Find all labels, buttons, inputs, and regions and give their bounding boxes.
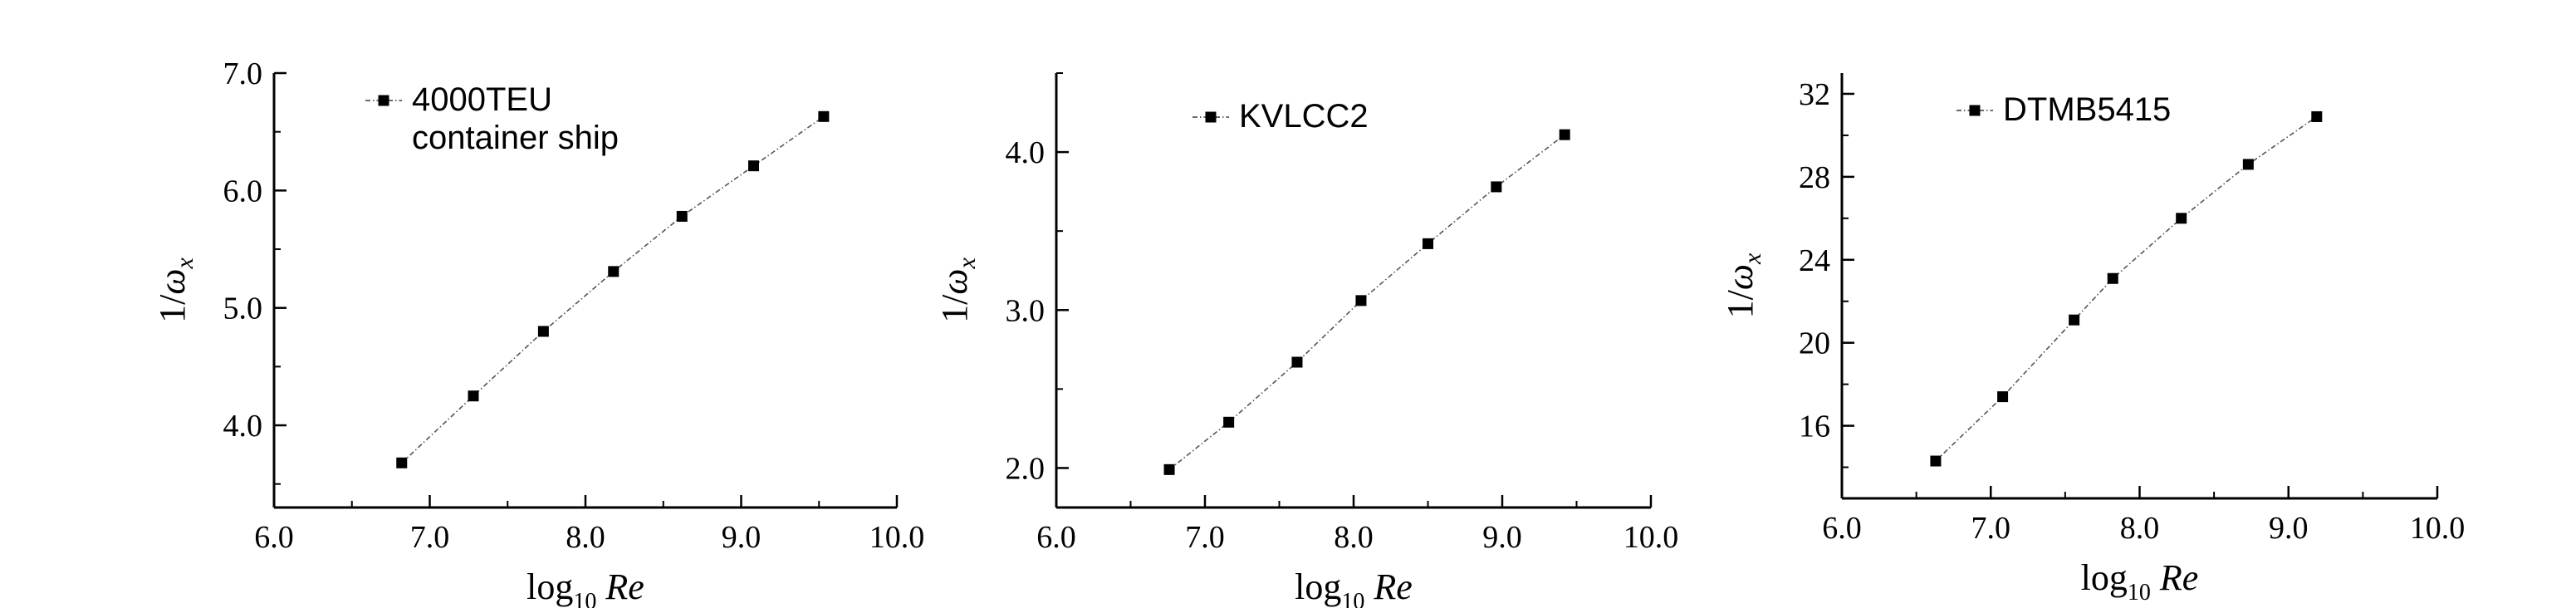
chart-panel-3: 6.0 7.0 8.0 9.0 10.0 16 20 24 28 32 DTMB5415 1/ωx lo… xyxy=(1720,73,2465,606)
x-axis-title-variable: Re xyxy=(1364,566,1412,607)
chart-panel-2: 6.0 7.0 8.0 9.0 10.0 2.0 3.0 4.0 KVLCC2 1/ωx log10… xyxy=(934,72,1679,608)
legend-marker xyxy=(1205,111,1217,123)
data-point-marker xyxy=(537,326,549,337)
data-point-marker xyxy=(1491,181,1502,193)
y-tick-label: 5.0 xyxy=(223,292,263,326)
y-tick-label: 4.0 xyxy=(223,409,263,444)
y-tick-label: 28 xyxy=(1799,160,1830,195)
data-point-marker xyxy=(2311,110,2323,122)
legend-label: 4000TEU xyxy=(412,81,552,118)
data-point-marker xyxy=(2107,272,2118,284)
series-line xyxy=(401,115,825,463)
y-tick-label: 24 xyxy=(1799,243,1830,278)
data-point-marker xyxy=(468,390,479,402)
data-point-marker xyxy=(396,457,408,468)
y-axis-title-subscript: x xyxy=(1739,253,1766,265)
data-point-marker xyxy=(818,110,830,122)
x-tick-label: 8.0 xyxy=(2120,511,2160,546)
y-tick-label: 16 xyxy=(1799,409,1830,444)
y-axis-title-prefix: 1/ xyxy=(934,294,975,323)
data-point-marker xyxy=(676,210,688,222)
y-axis-title: 1/ωx xyxy=(152,257,198,323)
data-point-marker xyxy=(2176,213,2187,224)
y-tick-label: 7.0 xyxy=(223,56,263,91)
x-tick-label: 6.0 xyxy=(1036,520,1076,555)
y-tick-label: 2.0 xyxy=(1006,451,1046,486)
x-axis-title-subscript: 10 xyxy=(573,589,596,608)
x-axis-title: log10 Re xyxy=(526,566,644,608)
data-point-marker xyxy=(1223,416,1235,428)
x-tick-label: 9.0 xyxy=(1482,520,1522,555)
x-tick-label: 8.0 xyxy=(566,520,605,555)
x-tick-label: 10.0 xyxy=(869,520,925,555)
x-axis-title-subscript: 10 xyxy=(2128,580,2151,606)
chart-panel-1: 6.0 7.0 8.0 9.0 10.0 4.0 5.0 6.0 7.0 4000TEUconta… xyxy=(152,56,924,608)
x-tick-label: 6.0 xyxy=(254,520,294,555)
legend-label: container ship xyxy=(412,120,619,156)
series-line xyxy=(1935,115,2318,462)
y-axis-title-subscript: x xyxy=(953,257,981,270)
data-point-marker xyxy=(2069,314,2080,326)
data-point-marker xyxy=(1423,238,1433,249)
x-tick-label: 6.0 xyxy=(1822,511,1862,546)
y-tick-label: 32 xyxy=(1799,77,1830,112)
y-axis-title-prefix: 1/ xyxy=(152,294,193,323)
x-axis-title-subscript: 10 xyxy=(1341,589,1364,608)
y-axis-title-symbol: ω xyxy=(934,269,975,295)
y-axis-title-symbol: ω xyxy=(152,269,193,295)
y-tick-label: 20 xyxy=(1799,326,1830,361)
x-tick-label: 7.0 xyxy=(410,520,450,555)
x-tick-label: 7.0 xyxy=(1185,520,1225,555)
x-axis-title-log: log xyxy=(526,566,573,607)
x-axis-title-log: log xyxy=(2081,557,2128,598)
legend-label: DTMB5415 xyxy=(2003,91,2171,128)
x-axis-title-log: log xyxy=(1295,566,1341,607)
data-point-marker xyxy=(608,266,620,277)
y-axis-title: 1/ωx xyxy=(934,257,981,323)
x-tick-label: 9.0 xyxy=(2269,511,2309,546)
data-point-marker xyxy=(1291,356,1303,368)
legend-marker xyxy=(1969,105,1981,116)
legend-label: KVLCC2 xyxy=(1239,98,1369,135)
data-point-marker xyxy=(1997,391,2009,403)
x-tick-label: 10.0 xyxy=(2410,511,2466,546)
x-tick-label: 8.0 xyxy=(1334,520,1374,555)
data-point-marker xyxy=(2242,159,2254,170)
data-point-marker xyxy=(1930,455,1942,467)
x-tick-label: 9.0 xyxy=(722,520,762,555)
x-axis-title-variable: Re xyxy=(596,566,644,607)
data-point-marker xyxy=(1163,463,1175,475)
y-axis-title: 1/ωx xyxy=(1720,253,1766,318)
x-axis-title-variable: Re xyxy=(2151,557,2198,598)
x-tick-label: 7.0 xyxy=(1971,511,2011,546)
data-point-marker xyxy=(1355,295,1367,306)
y-axis-title-prefix: 1/ xyxy=(1720,289,1761,318)
y-tick-label: 3.0 xyxy=(1006,293,1046,328)
y-axis-title-subscript: x xyxy=(171,257,198,270)
y-tick-label: 6.0 xyxy=(223,174,263,208)
y-tick-label: 4.0 xyxy=(1006,135,1046,170)
x-tick-label: 10.0 xyxy=(1623,520,1679,555)
data-point-marker xyxy=(1559,129,1570,140)
data-point-marker xyxy=(748,160,759,172)
y-axis-title-symbol: ω xyxy=(1720,264,1761,290)
x-axis-title: log10 Re xyxy=(1295,566,1413,608)
x-axis-title: log10 Re xyxy=(2081,557,2199,606)
legend-marker xyxy=(378,95,389,106)
